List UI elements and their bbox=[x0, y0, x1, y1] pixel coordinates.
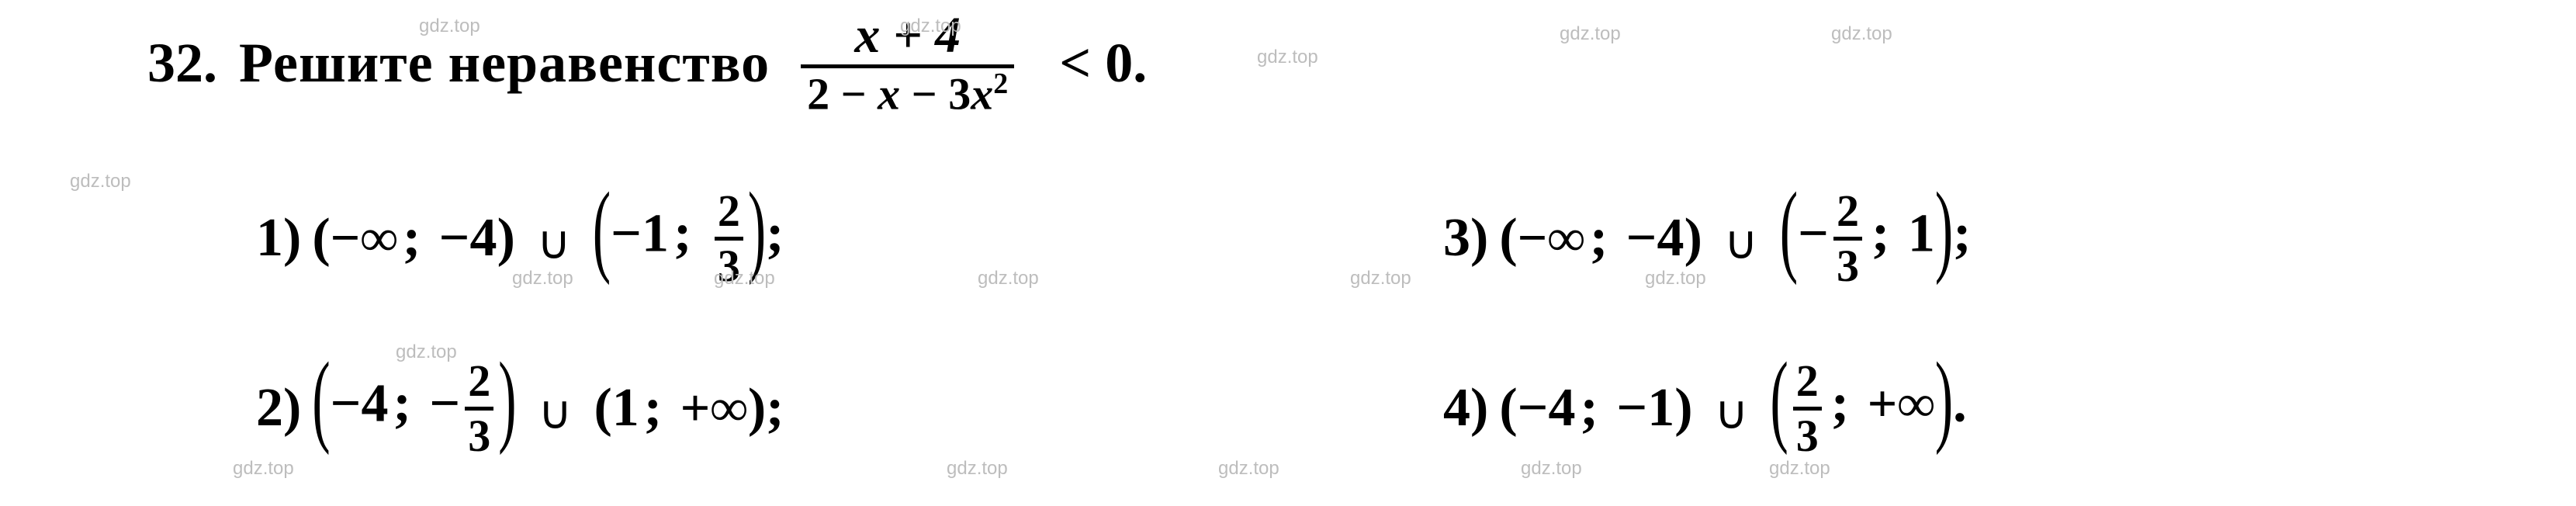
pos-inf: +∞ bbox=[1868, 373, 1935, 432]
union-symbol: ∪ bbox=[1724, 216, 1758, 270]
problem-number: 32. bbox=[147, 31, 217, 95]
neg-four: −4 bbox=[1518, 378, 1576, 438]
frac-n: 2 bbox=[1833, 189, 1862, 234]
problem-prompt: Решите неравенство bbox=[239, 31, 770, 95]
frac-2-3: 23 bbox=[465, 359, 493, 459]
option-3-interval-b: (−23; 1); bbox=[1780, 189, 1972, 289]
frac-d: 3 bbox=[465, 414, 493, 459]
frac-bar bbox=[1833, 237, 1862, 241]
sep: ; bbox=[673, 203, 691, 263]
paren-close: ) bbox=[1684, 208, 1702, 268]
option-2: 2) (−4; −23) ∪ (1; +∞); bbox=[256, 359, 1241, 459]
den-part-1: 2 − bbox=[807, 68, 878, 119]
neg-sign: − bbox=[429, 373, 460, 433]
tail-semi: ; bbox=[766, 203, 784, 263]
option-1: 1) (−∞; −4) ∪ (−1; 23); bbox=[256, 189, 1241, 289]
option-3: 3) (−∞; −4) ∪ (−23; 1); bbox=[1443, 189, 2429, 289]
frac-d: 3 bbox=[1793, 414, 1822, 459]
neg-four: −4 bbox=[439, 208, 497, 268]
option-1-interval-a: (−∞; −4) bbox=[312, 207, 515, 269]
option-4-interval-b: (23; +∞). bbox=[1770, 359, 1966, 459]
option-2-interval-a: (−4; −23) bbox=[312, 359, 516, 459]
frac-bar bbox=[1793, 407, 1822, 411]
sep: ; bbox=[644, 378, 662, 438]
problem-statement: 32. Решите неравенство x + 4 2 − x − 3x2… bbox=[147, 8, 2429, 119]
sep: ; bbox=[1831, 373, 1849, 433]
union-symbol: ∪ bbox=[1715, 386, 1749, 440]
neg-four: −4 bbox=[331, 373, 389, 433]
answer-options: 1) (−∞; −4) ∪ (−1; 23); 3) (−∞; −4) ∪ (−… bbox=[256, 189, 2429, 459]
tail-period: . bbox=[1953, 373, 1967, 433]
sep: ; bbox=[393, 373, 411, 433]
problem-comparison: < 0. bbox=[1059, 31, 1147, 95]
frac-d: 3 bbox=[1833, 244, 1862, 289]
one: 1 bbox=[1908, 203, 1935, 263]
neg-inf: −∞ bbox=[1518, 208, 1585, 267]
frac-2-3: 23 bbox=[1833, 189, 1862, 289]
den-part-3: − 3 bbox=[900, 68, 971, 119]
frac-2-3: 23 bbox=[1793, 359, 1822, 459]
paren-open: ( bbox=[312, 208, 330, 268]
watermark: gdz.top bbox=[233, 458, 294, 480]
paren-open: ( bbox=[594, 378, 611, 438]
neg-sign: − bbox=[1798, 203, 1829, 263]
den-x1: x bbox=[878, 68, 900, 119]
paren-close: ) bbox=[748, 378, 766, 438]
neg-one: −1 bbox=[1616, 378, 1674, 438]
option-4-label: 4) bbox=[1443, 377, 1488, 439]
option-1-label: 1) bbox=[256, 207, 301, 269]
option-3-label: 3) bbox=[1443, 207, 1488, 269]
neg-four: −4 bbox=[1626, 208, 1684, 268]
pos-inf: +∞ bbox=[680, 378, 748, 437]
paren-open: ( bbox=[1499, 208, 1517, 268]
frac-bar bbox=[465, 407, 493, 411]
option-1-interval-b: (−1; 23); bbox=[593, 189, 784, 289]
frac-bar bbox=[715, 237, 743, 241]
union-symbol: ∪ bbox=[537, 216, 571, 270]
neg-one: −1 bbox=[611, 203, 669, 263]
numerator-text: x + 4 bbox=[854, 7, 961, 64]
fraction-denominator: 2 − x − 3x2 bbox=[801, 68, 1014, 119]
paren-open: ( bbox=[1499, 378, 1517, 438]
tail-semi: ; bbox=[766, 378, 784, 438]
paren-close: ) bbox=[497, 208, 515, 268]
problem-fraction: x + 4 2 − x − 3x2 bbox=[801, 8, 1014, 119]
watermark: gdz.top bbox=[70, 171, 131, 192]
watermark: gdz.top bbox=[1769, 458, 1830, 480]
option-4-interval-a: (−4; −1) bbox=[1499, 377, 1692, 439]
option-2-interval-b: (1; +∞); bbox=[594, 377, 784, 439]
watermark: gdz.top bbox=[1218, 458, 1279, 480]
paren-close: ) bbox=[1674, 378, 1692, 438]
option-3-interval-a: (−∞; −4) bbox=[1499, 207, 1702, 269]
frac-n: 2 bbox=[1793, 359, 1822, 404]
watermark: gdz.top bbox=[1521, 458, 1582, 480]
den-x2: x bbox=[971, 68, 993, 119]
sep: ; bbox=[403, 208, 421, 268]
frac-d: 3 bbox=[715, 244, 743, 289]
sep: ; bbox=[1581, 378, 1598, 438]
frac-n: 2 bbox=[715, 189, 743, 234]
neg-inf: −∞ bbox=[331, 208, 398, 267]
union-symbol: ∪ bbox=[538, 386, 573, 440]
frac-2-3: 23 bbox=[715, 189, 743, 289]
sep: ; bbox=[1871, 203, 1889, 263]
one: 1 bbox=[612, 378, 639, 438]
option-2-label: 2) bbox=[256, 377, 301, 439]
den-exp: 2 bbox=[993, 68, 1008, 100]
tail-semi: ; bbox=[1953, 203, 1971, 263]
option-4: 4) (−4; −1) ∪ (23; +∞). bbox=[1443, 359, 2429, 459]
fraction-numerator: x + 4 bbox=[848, 8, 967, 64]
frac-n: 2 bbox=[465, 359, 493, 404]
sep: ; bbox=[1590, 208, 1608, 268]
watermark: gdz.top bbox=[947, 458, 1008, 480]
